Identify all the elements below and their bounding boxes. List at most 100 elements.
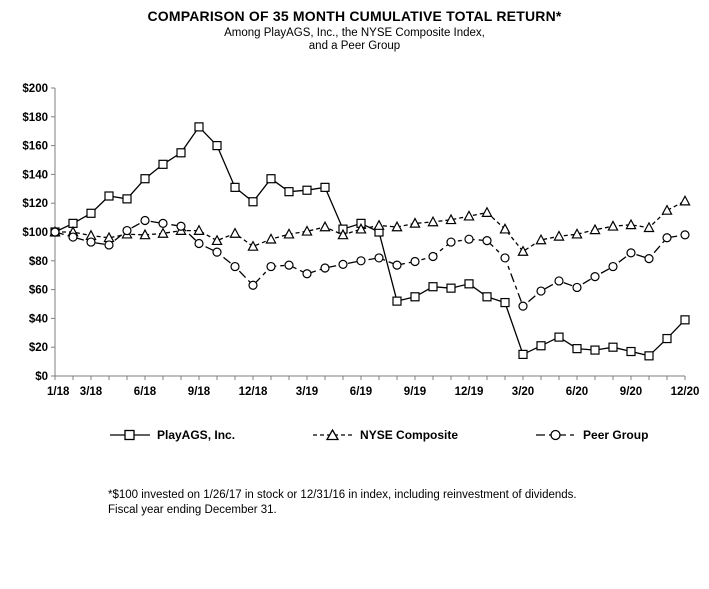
marker-triangle — [643, 221, 655, 233]
marker-circle — [248, 280, 258, 290]
marker-triangle — [337, 228, 349, 240]
x-tick-label: 9/18 — [188, 386, 211, 398]
marker-triangle — [283, 228, 295, 239]
marker-circle — [212, 247, 222, 257]
chart-title: COMPARISON OF 35 MONTH CUMULATIVE TOTAL … — [147, 8, 562, 24]
marker-circle — [428, 251, 438, 262]
marker-circle — [230, 261, 240, 272]
marker-circle — [500, 253, 510, 263]
y-tick-label: $180 — [22, 112, 48, 124]
marker-triangle — [193, 224, 205, 235]
marker-square — [446, 283, 456, 293]
marker-square — [104, 191, 114, 201]
legend-swatch-square-icon — [110, 429, 150, 441]
legend-swatch-triangle-icon — [313, 429, 354, 441]
marker-circle — [338, 259, 348, 269]
marker-circle — [410, 256, 420, 267]
marker-triangle — [571, 228, 583, 239]
legend-item-peer: Peer Group — [536, 428, 648, 442]
marker-circle — [266, 261, 276, 272]
marker-triangle — [391, 220, 403, 232]
marker-square — [536, 341, 546, 351]
marker-square — [626, 346, 636, 357]
marker-triangle — [427, 215, 439, 227]
marker-square — [392, 296, 402, 306]
marker-triangle — [355, 223, 367, 234]
legend-label-peer: Peer Group — [583, 428, 649, 442]
marker-square — [284, 187, 294, 197]
marker-circle — [482, 236, 492, 246]
marker-circle — [554, 276, 564, 286]
chart-subtitle-line2: and a Peer Group — [308, 40, 401, 52]
chart-legend: PlayAGS, Inc. NYSE Composite Peer Group — [110, 428, 648, 442]
y-tick-label: $100 — [22, 227, 48, 239]
marker-circle — [446, 237, 456, 247]
y-tick-label: $120 — [22, 198, 48, 210]
marker-square — [248, 197, 258, 207]
chart-subtitle-line1: Among PlayAGS, Inc., the NYSE Composite … — [224, 27, 485, 39]
marker-circle — [572, 282, 582, 293]
marker-triangle — [535, 233, 547, 245]
marker-square — [590, 345, 600, 355]
marker-square — [608, 342, 618, 352]
legend-label-nyse: NYSE Composite — [360, 428, 459, 442]
marker-square — [86, 208, 96, 218]
chart-footnote: *$100 invested on 1/26/17 in stock or 12… — [108, 488, 668, 518]
marker-triangle — [301, 225, 313, 236]
marker-triangle — [319, 220, 331, 232]
x-tick-label: 3/19 — [296, 386, 318, 398]
marker-square — [680, 315, 690, 325]
x-tick-label: 12/19 — [455, 386, 484, 398]
marker-circle — [626, 248, 636, 258]
legend-item-nyse: NYSE Composite — [313, 428, 458, 442]
marker-square — [572, 344, 582, 354]
marker-square — [428, 282, 438, 292]
marker-triangle — [373, 219, 385, 230]
marker-circle — [662, 233, 672, 243]
marker-circle — [140, 215, 150, 226]
marker-triangle — [589, 223, 601, 235]
marker-circle — [176, 221, 186, 231]
y-tick-label: $160 — [22, 141, 48, 153]
marker-triangle — [481, 206, 493, 217]
marker-circle — [194, 238, 204, 249]
marker-square — [158, 159, 168, 169]
marker-circle — [536, 286, 546, 296]
marker-square — [500, 297, 510, 308]
marker-circle — [392, 260, 402, 270]
marker-triangle — [517, 245, 529, 256]
marker-circle — [50, 227, 60, 237]
marker-square — [464, 279, 474, 289]
marker-triangle — [679, 194, 691, 206]
x-tick-label: 6/18 — [134, 386, 157, 398]
marker-circle — [122, 225, 132, 236]
x-tick-label: 12/20 — [671, 386, 700, 398]
y-tick-label: $140 — [22, 169, 48, 181]
marker-circle — [374, 253, 384, 263]
marker-triangle — [157, 227, 169, 238]
marker-triangle — [409, 217, 421, 228]
marker-square — [554, 332, 564, 342]
legend-label-playags: PlayAGS, Inc. — [157, 428, 236, 442]
marker-square — [410, 292, 420, 302]
y-tick-label: $200 — [22, 83, 48, 95]
footnote-line2: Fiscal year ending December 31. — [108, 504, 277, 516]
marker-circle — [86, 237, 96, 247]
y-tick-label: $0 — [35, 371, 48, 383]
marker-square — [518, 349, 528, 359]
marker-circle — [104, 240, 114, 250]
x-tick-label: 12/18 — [239, 386, 268, 398]
marker-triangle — [139, 228, 151, 240]
marker-square — [230, 182, 240, 192]
x-tick-label: 6/19 — [350, 386, 372, 398]
x-tick-label: 9/20 — [620, 386, 642, 398]
x-tick-label: 9/19 — [404, 386, 426, 398]
marker-circle — [320, 263, 330, 273]
marker-triangle — [445, 213, 457, 225]
series-line-nyse-composite — [55, 200, 686, 253]
marker-triangle — [229, 227, 241, 238]
y-tick-label: $40 — [29, 313, 48, 325]
marker-circle — [518, 301, 528, 311]
marker-circle — [590, 272, 600, 282]
